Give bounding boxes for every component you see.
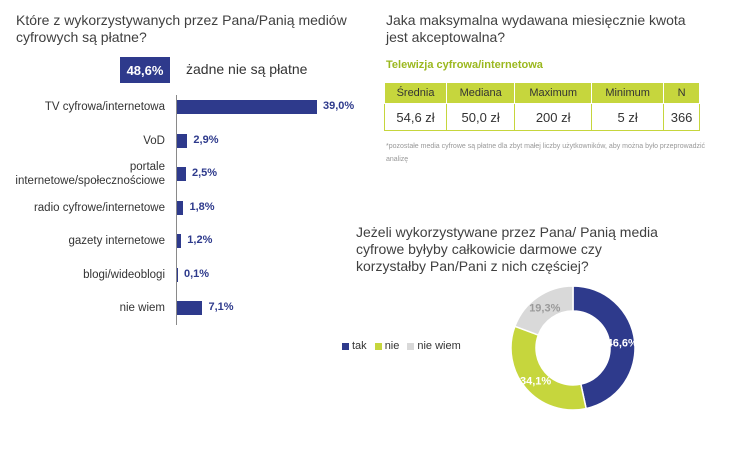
bar-value-label: 1,2% (187, 234, 213, 246)
free-media-donut-chart: 46,6% 34,1% 19,3% (510, 285, 638, 411)
value-cell: 54,6 zł (383, 103, 448, 131)
bar (177, 200, 184, 215)
none-paid-label: żadne nie są płatne (186, 61, 308, 77)
question-3-title: Jeżeli wykorzystywane przez Pana/ Panią … (356, 224, 658, 274)
bar-category-label: blogi/wideoblogi (83, 268, 165, 281)
legend-item-nie-wiem: nie wiem (407, 340, 461, 352)
legend-label: nie wiem (417, 340, 461, 352)
donut-slice-nie (510, 325, 588, 411)
bar-value-label: 7,1% (208, 301, 234, 313)
legend-label: nie (384, 340, 400, 352)
header-cell: Średnia (383, 82, 448, 104)
bar-value-label: 0,1% (184, 267, 210, 280)
header-cell: Maximum (514, 82, 593, 104)
table-header-row: Średnia Mediana Maximum Minimum N (383, 82, 700, 104)
bar (177, 301, 203, 315)
legend-swatch (342, 342, 349, 350)
bar-category-label: radio cyfrowe/internetowe (33, 201, 165, 214)
none-paid-value-box: 48,6% (120, 57, 170, 83)
donut-value-label: 46,6% (607, 338, 638, 350)
bar-category-label: TV cyfrowa/internetowa (44, 101, 165, 113)
legend-swatch (374, 342, 382, 350)
legend-label: tak (352, 340, 367, 352)
donut-slice-nie-wiem (513, 285, 574, 336)
bar-chart-axis (176, 95, 177, 325)
donut-value-label: 19,3% (529, 302, 560, 314)
donut-slice-tak (572, 285, 636, 410)
header-cell: N (663, 82, 700, 104)
bar (177, 234, 182, 248)
donut-legend: tak nie nie wiem (342, 340, 461, 352)
bar (177, 100, 317, 114)
bar-category-label: nie wiem (119, 302, 165, 314)
value-cell: 200 zł (514, 103, 593, 131)
bar-value-label: 39,0% (323, 100, 355, 112)
bar-value-label: 2,9% (193, 133, 219, 146)
donut-value-label: 34,1% (520, 375, 551, 387)
header-cell: Mediana (446, 82, 516, 104)
bar-category-label: VoD (143, 134, 165, 147)
value-cell: 5 zł (591, 103, 665, 131)
legend-item-nie: nie (374, 340, 400, 352)
bar (177, 267, 178, 282)
bar-category-label: gazety internetowe (68, 235, 165, 247)
amount-stats-table: Średnia Mediana Maximum Minimum N 54,6 z… (383, 82, 700, 131)
bar-category-label: portale internetowe/społecznościowe (15, 161, 165, 187)
legend-swatch (407, 342, 415, 350)
table-row: 54,6 zł 50,0 zł 200 zł 5 zł 366 (383, 103, 700, 131)
legend-item-tak: tak (342, 340, 367, 352)
bar-value-label: 2,5% (191, 167, 218, 179)
bar (177, 167, 186, 181)
bar-value-label: 1,8% (189, 200, 215, 213)
value-cell: 50,0 zł (446, 103, 516, 131)
value-cell: 366 (663, 103, 700, 131)
question-1-title: Które z wykorzystywanych przez Pana/Pani… (16, 12, 347, 45)
table-footnote: *pozostałe media cyfrowe są płatne dla z… (386, 143, 706, 163)
header-cell: Minimum (591, 82, 665, 104)
question-2-title: Jaka maksymalna wydawana miesięcznie kwo… (386, 12, 686, 45)
table-title: Telewizja cyfrowa/internetowa (386, 59, 543, 71)
bar (177, 133, 188, 148)
